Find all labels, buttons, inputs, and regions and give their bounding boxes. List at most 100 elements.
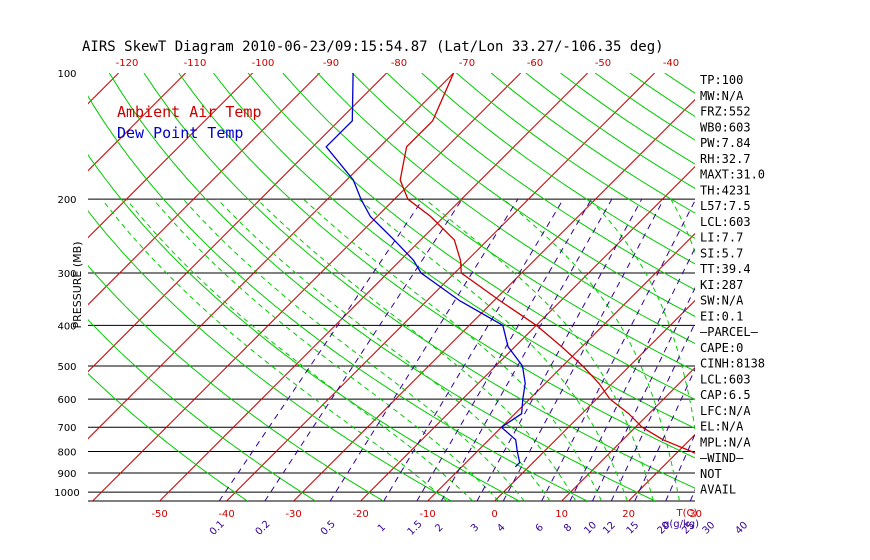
dry-adiabat-line xyxy=(143,73,695,489)
pressure-tick-label: 900 xyxy=(57,469,76,480)
mixing-ratio-label: 15 xyxy=(625,520,642,537)
isotherm-line xyxy=(88,73,387,373)
y-axis-label: PRESSURE (MB) xyxy=(71,242,84,329)
dry-adiabat-line xyxy=(88,319,316,501)
isotherm-line xyxy=(0,73,52,501)
mixing-ratio-unit: g(g/kg) xyxy=(663,519,699,530)
index-label: NOT xyxy=(700,467,722,481)
mixing-ratio-line xyxy=(744,199,862,501)
mixing-ratio-label: 40 xyxy=(733,520,750,537)
mixing-ratio-line xyxy=(383,198,564,501)
dry-adiabat-line xyxy=(490,73,695,214)
pressure-tick-label: 800 xyxy=(57,448,76,459)
isotherm-line xyxy=(360,165,695,501)
top-temp-tick-label: -40 xyxy=(663,58,679,69)
mixing-ratio-label: 0.2 xyxy=(254,519,273,538)
dry-adiabat-lines xyxy=(88,73,870,501)
mixing-ratio-label: 1 xyxy=(376,522,388,534)
mixing-ratio-label: 6 xyxy=(534,522,546,534)
dry-adiabat-line xyxy=(88,372,248,501)
index-label: WB0:603 xyxy=(700,120,751,134)
index-label: TH:4231 xyxy=(700,183,751,197)
pressure-tick-label: 100 xyxy=(57,69,76,80)
dry-adiabat-line xyxy=(664,73,695,94)
temp-tick-label: -50 xyxy=(151,509,167,520)
moist-adiabat-line xyxy=(125,198,474,501)
index-label: LI:7.7 xyxy=(700,231,743,245)
top-temp-tick-label: -80 xyxy=(391,58,407,69)
index-label: LCL:603 xyxy=(700,215,751,229)
mixing-ratio-label: 8 xyxy=(562,522,574,534)
legend-ambient: Ambient Air Temp xyxy=(117,103,262,121)
index-label: MAXT:31.0 xyxy=(700,168,765,182)
isotherm-line xyxy=(293,98,695,501)
mixing-ratio-line xyxy=(440,198,613,501)
top-temp-tick-label: -60 xyxy=(527,58,543,69)
dry-adiabat-line xyxy=(317,73,695,345)
mixing-ratio-label: 12 xyxy=(601,520,618,537)
top-temp-tick-label: -120 xyxy=(116,58,139,69)
pressure-tick-label: 300 xyxy=(57,269,76,280)
mixing-ratio-line xyxy=(541,199,695,501)
mixing-ratio-label: 30 xyxy=(701,520,718,537)
index-label: SW:N/A xyxy=(700,294,744,308)
pressure-tick-label: 700 xyxy=(57,423,76,434)
dry-adiabat-line xyxy=(247,73,695,400)
moist-adiabat-line xyxy=(152,198,499,501)
dry-adiabat-line xyxy=(88,264,384,501)
index-label: AVAIL xyxy=(700,483,736,497)
dry-adiabat-line xyxy=(803,73,870,501)
isotherm-line xyxy=(561,366,695,501)
mixing-ratio-label: 1.5 xyxy=(406,519,425,538)
temp-tick-label: 20 xyxy=(622,509,635,520)
dewpoint-temp-profile xyxy=(325,73,526,468)
dry-adiabat-line xyxy=(838,73,870,501)
temp-tick-label: -40 xyxy=(218,509,234,520)
index-label: FRZ:552 xyxy=(700,105,751,119)
isotherm-line xyxy=(159,73,588,501)
isotherm-line xyxy=(830,73,870,501)
moist-adiabat-line xyxy=(303,198,603,501)
moist-adiabat-line xyxy=(256,198,577,501)
pressure-tick-label: 200 xyxy=(57,195,76,206)
dry-adiabat-line xyxy=(456,73,695,239)
mixing-ratio-line xyxy=(502,198,665,501)
pressure-tick-label: 500 xyxy=(57,362,76,373)
index-label: —WIND— xyxy=(700,451,744,465)
top-temp-tick-label: -90 xyxy=(323,58,339,69)
mixing-ratio-line xyxy=(329,198,519,501)
index-label: SI:5.7 xyxy=(700,246,743,260)
temp-tick-label: 30 xyxy=(689,509,702,520)
sounding-profiles xyxy=(325,73,695,468)
pressure-tick-label: 600 xyxy=(57,395,76,406)
index-label: L57:7.5 xyxy=(700,199,751,213)
dry-adiabat-line xyxy=(525,73,695,189)
dry-adiabat-line xyxy=(421,73,695,265)
temp-unit-label: T(C) xyxy=(676,508,698,519)
mixing-ratio-line xyxy=(264,198,463,501)
index-label: LCL:603 xyxy=(700,372,751,386)
mixing-ratio-label: 0.5 xyxy=(319,519,338,538)
index-label: —PARCEL— xyxy=(700,325,759,339)
top-temp-tick-label: -70 xyxy=(459,58,475,69)
mixing-ratio-line xyxy=(476,198,643,501)
dry-adiabat-line xyxy=(178,73,695,459)
isobar-lines xyxy=(88,198,695,502)
top-temp-tick-label: -100 xyxy=(252,58,275,69)
moist-adiabat-line xyxy=(217,198,551,501)
isotherm-line xyxy=(88,73,119,105)
dry-adiabat-line xyxy=(108,73,656,501)
temp-tick-label: -30 xyxy=(285,509,301,520)
pressure-tick-label: 400 xyxy=(57,321,76,332)
index-label: RH:32.7 xyxy=(700,152,751,166)
mixing-ratio-line xyxy=(610,321,695,501)
mixing-ratio-label: 2 xyxy=(433,522,445,534)
isotherm-line xyxy=(88,73,186,172)
isotherm-line xyxy=(494,299,695,501)
temp-tick-label: 0 xyxy=(491,509,497,520)
moist-adiabat-line xyxy=(182,198,525,501)
moist-adiabat-line xyxy=(589,198,695,432)
index-label: TT:39.4 xyxy=(700,262,751,276)
